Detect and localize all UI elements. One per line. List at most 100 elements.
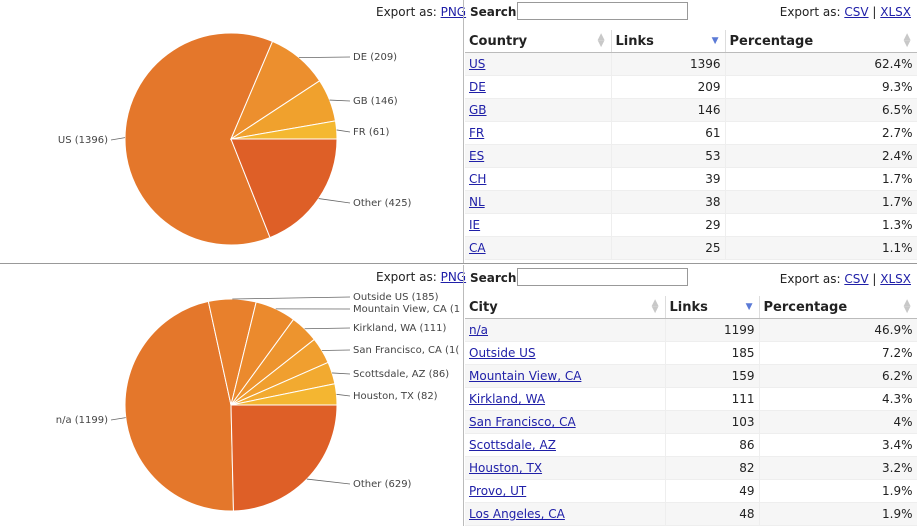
export-separator: | [872, 5, 876, 19]
leader-line [299, 57, 350, 58]
country-pie-chart: US (1396)DE (209)GB (146)FR (61)Other (4… [0, 0, 463, 264]
percentage-cell: 1.7% [725, 168, 917, 191]
slice-label: Other (425) [353, 198, 412, 209]
row-link[interactable]: San Francisco, CA [469, 415, 576, 429]
row-link[interactable]: Provo, UT [469, 484, 526, 498]
row-link[interactable]: US [469, 57, 485, 71]
export-csv-link[interactable]: CSV [844, 5, 868, 19]
name-cell: Houston, TX [465, 457, 665, 480]
row-link[interactable]: n/a [469, 323, 488, 337]
column-label: Country [469, 34, 527, 49]
row-link[interactable]: IE [469, 218, 480, 232]
row-link[interactable]: NL [469, 195, 485, 209]
row-link[interactable]: Scottsdale, AZ [469, 438, 556, 452]
column-header-percentage[interactable]: Percentage▲▼ [759, 296, 917, 319]
search-input[interactable] [517, 268, 688, 286]
column-header-city[interactable]: City▲▼ [465, 296, 665, 319]
name-cell: Provo, UT [465, 480, 665, 503]
percentage-cell: 1.7% [725, 191, 917, 214]
city-pie-svg: n/a (1199) Outside US (185)Mountain View,… [0, 265, 463, 526]
percentage-cell: 1.3% [725, 214, 917, 237]
column-label: Links [616, 34, 654, 49]
table-export: Export as: CSV | XLSX [780, 272, 911, 286]
percentage-cell: 46.9% [759, 319, 917, 342]
links-cell: 53 [611, 145, 725, 168]
links-cell: 38 [611, 191, 725, 214]
leader-line [332, 373, 350, 374]
leader-line [232, 297, 350, 299]
leader-line [336, 394, 350, 396]
vertical-divider [463, 265, 464, 526]
leader-line [330, 100, 350, 101]
city-panel: n/a (1199)Outside US (185)Mountain View,… [0, 265, 917, 526]
sort-icon: ▲▼ [598, 34, 605, 48]
slice-label: n/a (1199) [56, 415, 108, 426]
row-link[interactable]: Kirkland, WA [469, 392, 545, 406]
export-csv-link[interactable]: CSV [844, 272, 868, 286]
slice-label: US (1396) [58, 135, 108, 146]
pie-slice[interactable] [231, 405, 337, 511]
row-link[interactable]: GB [469, 103, 487, 117]
name-cell: US [465, 53, 611, 76]
links-cell: 185 [665, 342, 759, 365]
name-cell: ES [465, 145, 611, 168]
slice-label: Mountain View, CA (1 [353, 304, 460, 315]
links-cell: 29 [611, 214, 725, 237]
name-cell: San Francisco, CA [465, 411, 665, 434]
slice-label: DE (209) [353, 52, 397, 63]
slice-label: Outside US (185) [353, 292, 439, 303]
links-cell: 49 [665, 480, 759, 503]
percentage-cell: 2.7% [725, 122, 917, 145]
city-pie-chart: n/a (1199) Outside US (185)Mountain View,… [0, 265, 463, 526]
search-input[interactable] [517, 2, 688, 20]
export-label: Export as: [780, 5, 841, 19]
links-cell: 48 [665, 503, 759, 526]
name-cell: CA [465, 237, 611, 260]
name-cell: Kirkland, WA [465, 388, 665, 411]
links-cell: 61 [611, 122, 725, 145]
slice-label: GB (146) [353, 96, 398, 107]
row-link[interactable]: Los Angeles, CA [469, 507, 565, 521]
column-header-percentage[interactable]: Percentage▲▼ [725, 30, 917, 53]
column-header-country[interactable]: Country ▲▼ [465, 30, 611, 53]
row-link[interactable]: Houston, TX [469, 461, 542, 475]
export-xlsx-link[interactable]: XLSX [880, 5, 911, 19]
panel-divider [0, 263, 917, 264]
links-cell: 82 [665, 457, 759, 480]
row-link[interactable]: Mountain View, CA [469, 369, 581, 383]
row-link[interactable]: CH [469, 172, 486, 186]
row-link[interactable]: CA [469, 241, 486, 255]
name-cell: CH [465, 168, 611, 191]
row-link[interactable]: FR [469, 126, 484, 140]
percentage-cell: 6.2% [759, 365, 917, 388]
name-cell: IE [465, 214, 611, 237]
sort-icon: ▲▼ [652, 300, 659, 314]
sort-desc-icon: ▼ [746, 304, 753, 311]
column-header-links[interactable]: Links▼ [611, 30, 725, 53]
row-link[interactable]: DE [469, 80, 486, 94]
percentage-cell: 62.4% [725, 53, 917, 76]
column-header-links[interactable]: Links▼ [665, 296, 759, 319]
slice-label: San Francisco, CA (1( [353, 345, 459, 356]
row-link[interactable]: ES [469, 149, 484, 163]
name-cell: Outside US [465, 342, 665, 365]
percentage-cell: 1.9% [759, 503, 917, 526]
name-cell: Los Angeles, CA [465, 503, 665, 526]
export-xlsx-link[interactable]: XLSX [880, 272, 911, 286]
row-link[interactable]: Outside US [469, 346, 536, 360]
percentage-cell: 1.9% [759, 480, 917, 503]
chart-export: Export as: PNG [376, 5, 466, 19]
name-cell: n/a [465, 319, 665, 342]
leader-line [111, 138, 125, 140]
percentage-cell: 7.2% [759, 342, 917, 365]
links-cell: 1199 [665, 319, 759, 342]
percentage-cell: 9.3% [725, 76, 917, 99]
